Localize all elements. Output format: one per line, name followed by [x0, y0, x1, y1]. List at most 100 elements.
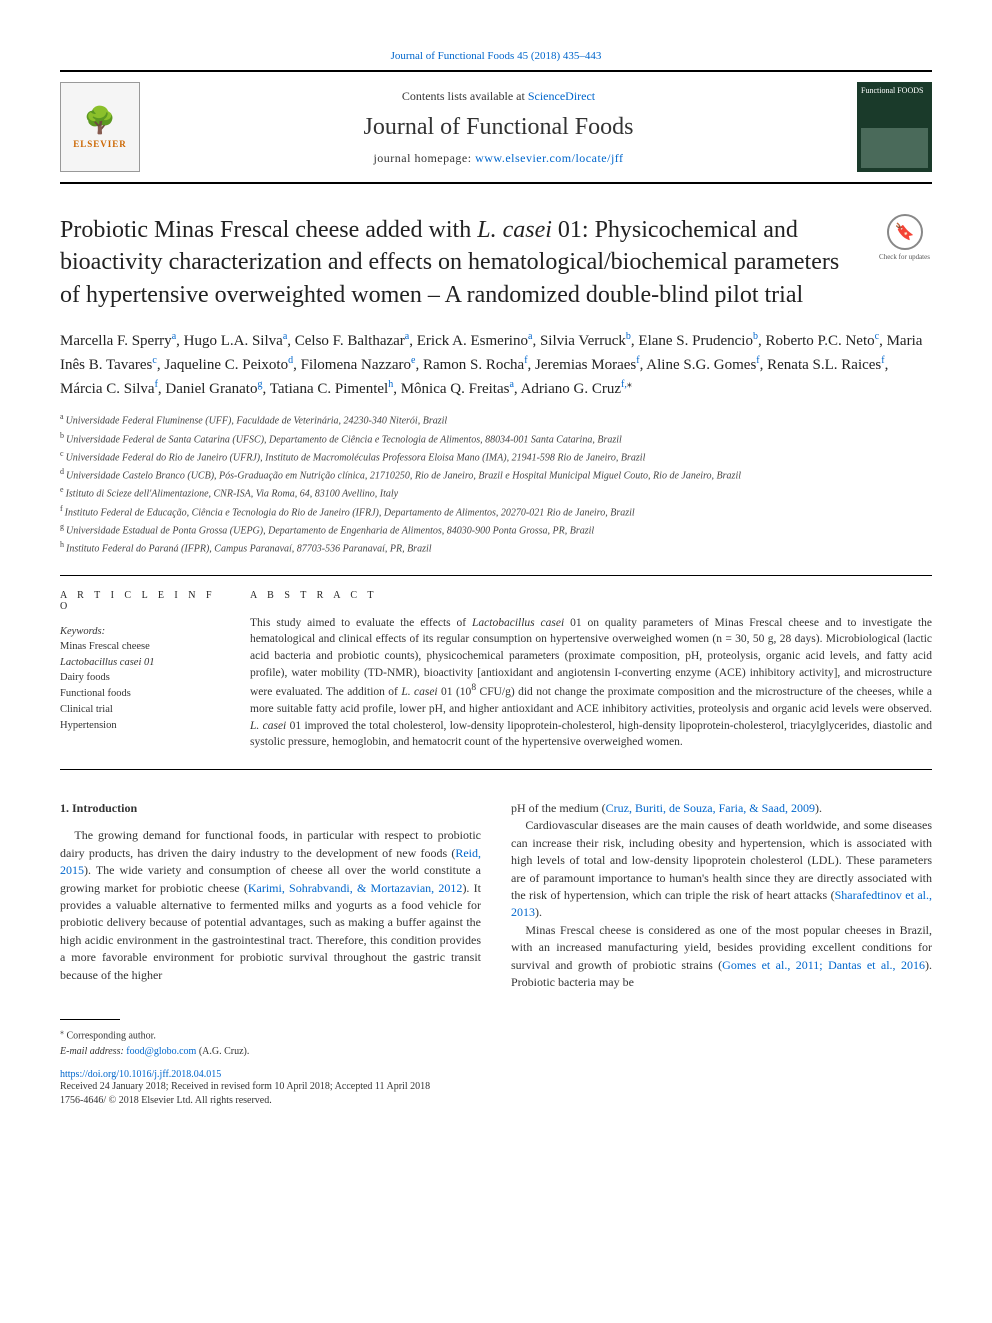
- author-affil[interactable]: f: [881, 355, 884, 366]
- doi-link[interactable]: https://doi.org/10.1016/j.jff.2018.04.01…: [60, 1069, 221, 1080]
- article-info-heading: A R T I C L E I N F O: [60, 590, 225, 612]
- sciencedirect-link[interactable]: ScienceDirect: [528, 89, 595, 103]
- author: Hugo L.A. Silva: [184, 333, 283, 349]
- elsevier-brand: ELSEVIER: [73, 139, 127, 149]
- author: Adriano G. Cruz: [521, 381, 621, 397]
- author-affil[interactable]: f: [756, 355, 759, 366]
- footer-separator: [60, 1019, 120, 1020]
- journal-header: 🌳 ELSEVIER Contents lists available at S…: [60, 70, 932, 184]
- author-affil[interactable]: a: [172, 331, 176, 342]
- author: Ramon S. Rocha: [423, 357, 524, 373]
- header-center: Contents lists available at ScienceDirec…: [155, 89, 842, 166]
- author: Celso F. Balthazar: [295, 333, 405, 349]
- ref-link[interactable]: Gomes et al., 2011; Dantas et al., 2016: [722, 958, 925, 972]
- author-affil[interactable]: b: [626, 331, 631, 342]
- elsevier-logo: 🌳 ELSEVIER: [60, 82, 140, 172]
- affiliation-line: fInstituto Federal de Educação, Ciência …: [60, 503, 932, 520]
- keyword: Hypertension: [60, 718, 225, 734]
- affiliation-line: hInstituto Federal do Paraná (IFPR), Cam…: [60, 539, 932, 556]
- affiliation-line: aUniversidade Federal Fluminense (UFF), …: [60, 411, 932, 428]
- citation-line: Journal of Functional Foods 45 (2018) 43…: [60, 50, 932, 62]
- body-paragraph: pH of the medium (Cruz, Buriti, de Souza…: [511, 800, 932, 817]
- body-paragraph: Cardiovascular diseases are the main cau…: [511, 817, 932, 921]
- article-info-column: A R T I C L E I N F O Keywords: Minas Fr…: [60, 590, 250, 751]
- author: Renata S.L. Raices: [767, 357, 881, 373]
- author: Elane S. Prudencio: [638, 333, 753, 349]
- author: Mônica Q. Freitas: [401, 381, 510, 397]
- contents-line: Contents lists available at ScienceDirec…: [155, 89, 842, 104]
- email-link[interactable]: food@globo.com: [126, 1046, 196, 1057]
- keyword: Clinical trial: [60, 702, 225, 718]
- author: Márcia C. Silva: [60, 381, 155, 397]
- author-affil[interactable]: g: [257, 379, 262, 390]
- author: Tatiana C. Pimentel: [270, 381, 389, 397]
- author-affil[interactable]: f: [155, 379, 158, 390]
- abstract-heading: A B S T R A C T: [250, 590, 932, 601]
- author-affil[interactable]: f: [636, 355, 639, 366]
- body-two-column: 1. Introduction The growing demand for f…: [60, 800, 932, 991]
- cover-title: Functional FOODS: [861, 86, 928, 95]
- authors-list: Marcella F. Sperrya, Hugo L.A. Silvaa, C…: [60, 329, 932, 401]
- doi-line: https://doi.org/10.1016/j.jff.2018.04.01…: [60, 1069, 932, 1080]
- journal-cover-thumbnail: Functional FOODS: [857, 82, 932, 172]
- author-affil[interactable]: h: [388, 379, 393, 390]
- contents-prefix: Contents lists available at: [402, 89, 528, 103]
- homepage-prefix: journal homepage:: [373, 151, 475, 165]
- author-affil[interactable]: c: [875, 331, 879, 342]
- title-pre: Probiotic Minas Frescal cheese added wit…: [60, 217, 477, 243]
- homepage-line: journal homepage: www.elsevier.com/locat…: [155, 151, 842, 166]
- author: Silvia Verruck: [540, 333, 626, 349]
- author-affil[interactable]: d: [288, 355, 293, 366]
- affiliation-line: cUniversidade Federal do Rio de Janeiro …: [60, 448, 932, 465]
- author: Jeremias Moraes: [535, 357, 636, 373]
- keyword: Functional foods: [60, 686, 225, 702]
- abstract-text: This study aimed to evaluate the effects…: [250, 615, 932, 751]
- footer-block: ⁎ Corresponding author. E-mail address: …: [60, 1026, 932, 1058]
- journal-name: Journal of Functional Foods: [155, 114, 842, 141]
- author: Jaqueline C. Peixoto: [164, 357, 288, 373]
- cover-image-placeholder: [861, 128, 928, 168]
- affiliation-line: dUniversidade Castelo Branco (UCB), Pós-…: [60, 466, 932, 483]
- copyright-line: 1756-4646/ © 2018 Elsevier Ltd. All righ…: [60, 1094, 932, 1108]
- author: Aline S.G. Gomes: [646, 357, 756, 373]
- author-affil[interactable]: b: [753, 331, 758, 342]
- affiliations: aUniversidade Federal Fluminense (UFF), …: [60, 411, 932, 557]
- body-paragraph: The growing demand for functional foods,…: [60, 827, 481, 984]
- author-affil[interactable]: f: [524, 355, 527, 366]
- homepage-link[interactable]: www.elsevier.com/locate/jff: [475, 151, 623, 165]
- divider: [60, 769, 932, 770]
- check-for-updates[interactable]: 🔖 Check for updates: [877, 214, 932, 261]
- body-right-column: pH of the medium (Cruz, Buriti, de Souza…: [511, 800, 932, 991]
- title-italic: L. casei: [477, 217, 552, 243]
- author-affil[interactable]: a: [528, 331, 532, 342]
- affiliation-line: bUniversidade Federal de Santa Catarina …: [60, 430, 932, 447]
- affiliation-line: eIstituto di Scieze dell'Alimentazione, …: [60, 484, 932, 501]
- author-affil[interactable]: e: [411, 355, 415, 366]
- ref-link[interactable]: Cruz, Buriti, de Souza, Faria, & Saad, 2…: [606, 801, 815, 815]
- body-paragraph: Minas Frescal cheese is considered as on…: [511, 922, 932, 992]
- corresponding-author-line: ⁎ Corresponding author.: [60, 1026, 932, 1043]
- body-left-column: 1. Introduction The growing demand for f…: [60, 800, 481, 991]
- affiliation-line: gUniversidade Estadual de Ponta Grossa (…: [60, 521, 932, 538]
- email-line: E-mail address: food@globo.com (A.G. Cru…: [60, 1044, 932, 1059]
- received-line: Received 24 January 2018; Received in re…: [60, 1080, 932, 1094]
- author-affil[interactable]: a: [509, 379, 513, 390]
- keyword: Dairy foods: [60, 670, 225, 686]
- author-affil[interactable]: c: [152, 355, 156, 366]
- section-heading-intro: 1. Introduction: [60, 800, 481, 817]
- author: Filomena Nazzaro: [301, 357, 411, 373]
- author-affil[interactable]: a: [283, 331, 287, 342]
- keywords-heading: Keywords:: [60, 626, 225, 637]
- check-updates-label: Check for updates: [877, 253, 932, 261]
- author: Erick A. Esmerino: [417, 333, 528, 349]
- crossmark-icon: 🔖: [887, 214, 923, 250]
- author: Marcella F. Sperry: [60, 333, 172, 349]
- ref-link[interactable]: Karimi, Sohrabvandi, & Mortazavian, 2012: [248, 881, 463, 895]
- corresponding-marker[interactable]: ⁎: [627, 379, 632, 390]
- keyword: Lactobacillus casei 01: [60, 655, 225, 671]
- abstract-column: A B S T R A C T This study aimed to eval…: [250, 590, 932, 751]
- keyword: Minas Frescal cheese: [60, 639, 225, 655]
- author-affil[interactable]: a: [405, 331, 409, 342]
- keywords-list: Minas Frescal cheese Lactobacillus casei…: [60, 639, 225, 734]
- citation-link[interactable]: Journal of Functional Foods 45 (2018) 43…: [391, 50, 602, 62]
